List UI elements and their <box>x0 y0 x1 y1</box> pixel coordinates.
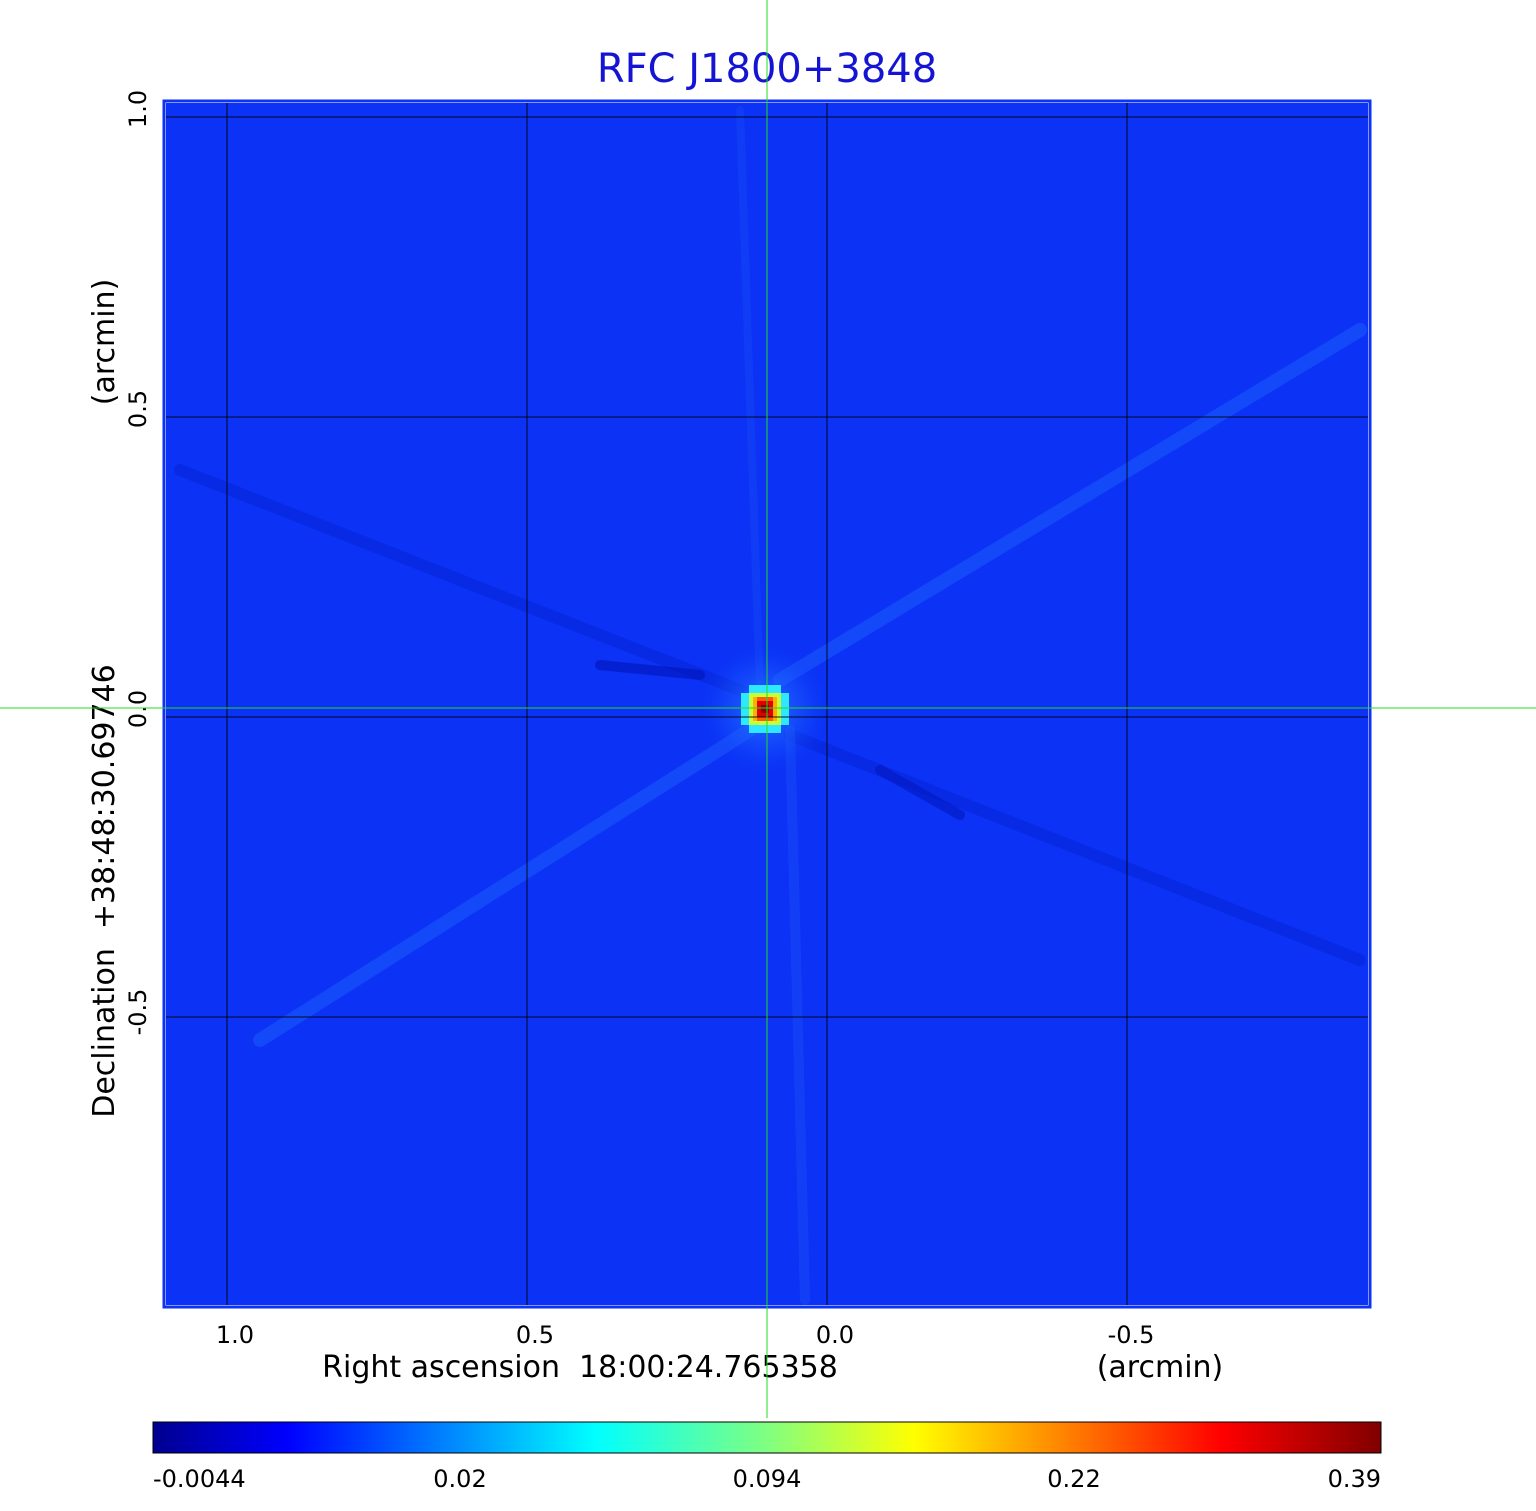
colorbar <box>152 1421 1382 1454</box>
colorbar-tick-label: 0.22 <box>1047 1465 1100 1493</box>
y-tick-label: 0.0 <box>124 690 152 728</box>
x-tick-labels: 1.0 0.5 0.0 -0.5 <box>216 1321 1155 1349</box>
streak-upper-right <box>773 323 1367 687</box>
x-tick-label: -0.5 <box>1108 1321 1155 1349</box>
x-tick-label: 0.5 <box>516 1321 554 1349</box>
y-tick-label: -0.5 <box>124 989 152 1036</box>
colorbar-tick-label: 0.094 <box>733 1465 802 1493</box>
x-tick-label: 1.0 <box>216 1321 254 1349</box>
colorbar-tick-label: 0.39 <box>1328 1465 1381 1493</box>
streak-vertical-upper <box>736 106 764 694</box>
dark-trough-left <box>595 660 705 680</box>
colorbar-tick-label: -0.0044 <box>153 1465 246 1493</box>
y-tick-labels: 1.0 0.5 0.0 -0.5 <box>124 90 152 1036</box>
y-tick-label: 0.5 <box>124 390 152 428</box>
crosshair <box>0 0 1536 1418</box>
source-core <box>741 685 789 733</box>
x-axis-label: Right ascension 18:00:24.765358 <box>322 1350 838 1385</box>
streak-vertical-lower <box>785 725 810 1305</box>
colorbar-tick-label: 0.02 <box>433 1465 486 1493</box>
streak-lower-left <box>253 723 757 1047</box>
x-tick-label: 0.0 <box>816 1321 854 1349</box>
y-axis-unit: (arcmin) <box>87 279 122 406</box>
streak-upper-left <box>174 464 746 696</box>
x-axis-unit: (arcmin) <box>1097 1350 1224 1385</box>
colorbar-tick-labels: -0.0044 0.02 0.094 0.22 0.39 <box>153 1465 1381 1493</box>
y-tick-label: 1.0 <box>124 90 152 128</box>
dark-trough-right <box>875 765 965 820</box>
sidelobe-streaks <box>174 106 1367 1305</box>
y-axis-label: Declination +38:48:30.69746 <box>87 664 122 1118</box>
